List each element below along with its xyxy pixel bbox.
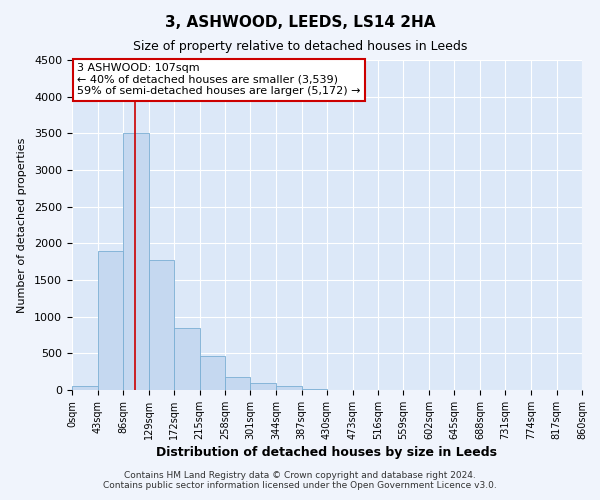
Bar xyxy=(276,386,302,390)
Bar xyxy=(199,356,225,390)
Text: 3 ASHWOOD: 107sqm
← 40% of detached houses are smaller (3,539)
59% of semi-detac: 3 ASHWOOD: 107sqm ← 40% of detached hous… xyxy=(77,64,361,96)
Text: Contains HM Land Registry data © Crown copyright and database right 2024.
Contai: Contains HM Land Registry data © Crown c… xyxy=(103,470,497,490)
Bar xyxy=(149,260,174,390)
Bar xyxy=(302,388,327,390)
X-axis label: Distribution of detached houses by size in Leeds: Distribution of detached houses by size … xyxy=(157,446,497,459)
Bar xyxy=(123,134,149,390)
Bar xyxy=(72,386,97,390)
Bar xyxy=(97,250,123,390)
Bar xyxy=(251,384,276,390)
Text: Size of property relative to detached houses in Leeds: Size of property relative to detached ho… xyxy=(133,40,467,53)
Text: 3, ASHWOOD, LEEDS, LS14 2HA: 3, ASHWOOD, LEEDS, LS14 2HA xyxy=(165,15,435,30)
Bar xyxy=(174,328,199,390)
Y-axis label: Number of detached properties: Number of detached properties xyxy=(17,138,27,312)
Bar xyxy=(225,377,251,390)
